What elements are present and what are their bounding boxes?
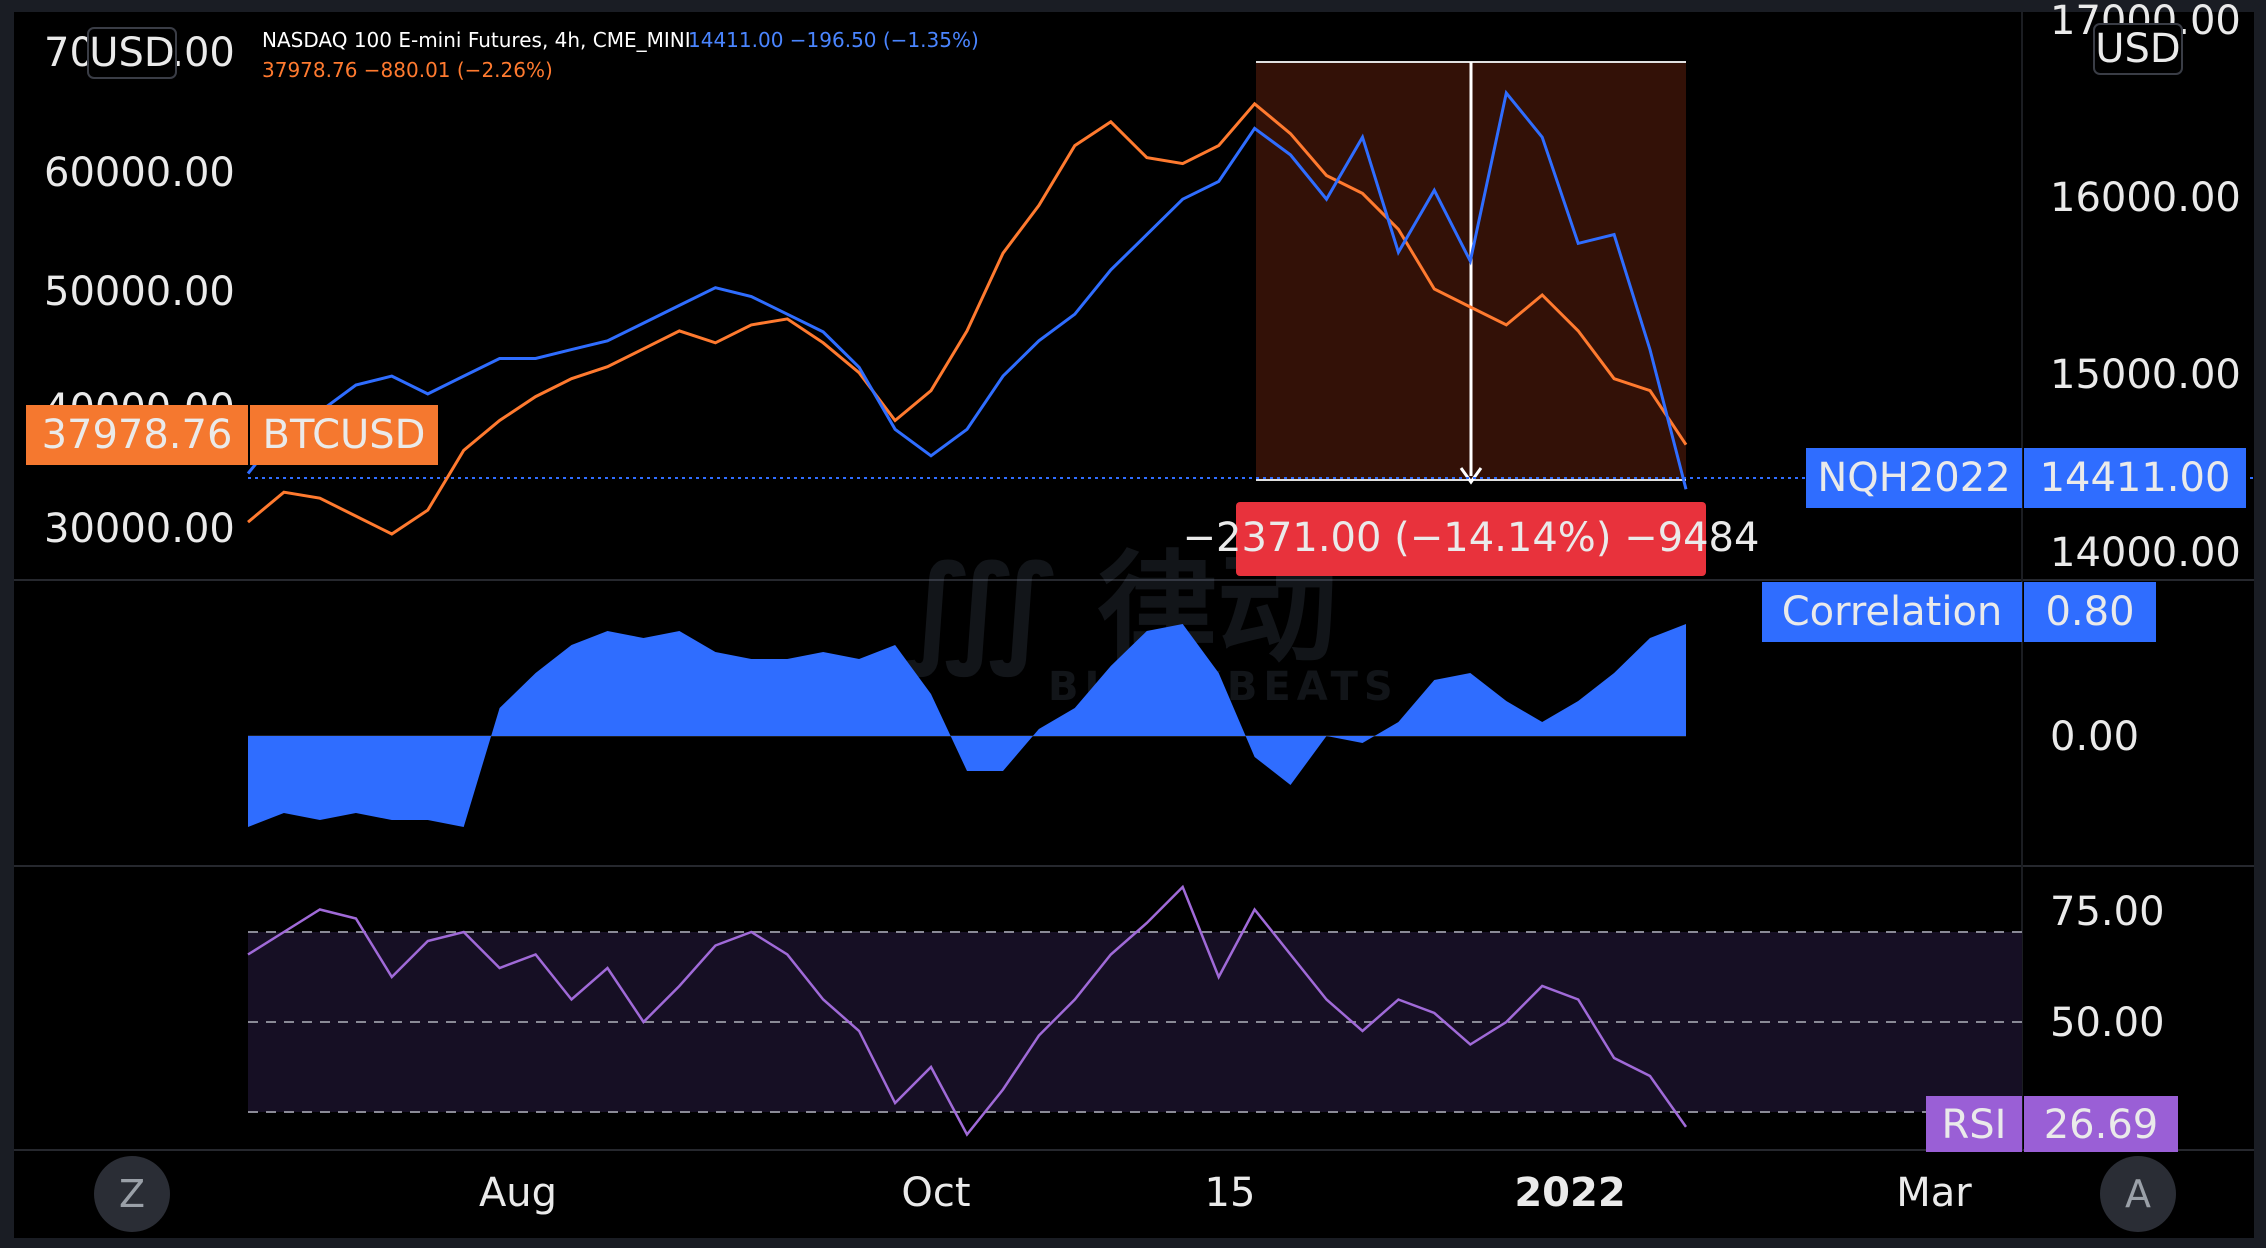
svg-text:0.80: 0.80 <box>2045 589 2134 635</box>
auto-scale-button[interactable]: A <box>2100 1156 2176 1232</box>
measure-label: −2371.00 (−14.14%) −9484 <box>1183 502 1760 576</box>
svg-text:−2371.00 (−14.14%) −9484: −2371.00 (−14.14%) −9484 <box>1183 515 1760 561</box>
svg-text:NQH2022: NQH2022 <box>1817 455 2010 501</box>
time-tick: 2022 <box>1514 1170 1625 1216</box>
btc-price-label: 37978.76 <box>26 405 248 465</box>
zoom-button[interactable]: Z <box>94 1156 170 1232</box>
time-tick: Oct <box>901 1170 970 1216</box>
svg-text:USD: USD <box>2095 26 2180 72</box>
right-tick: 16000.00 <box>2050 175 2241 221</box>
auto-scale-button-label: A <box>2125 1172 2151 1216</box>
left-tick: 50000.00 <box>44 269 235 315</box>
legend-symbol-name: NASDAQ 100 E-mini Futures, 4h, CME_MINI <box>262 28 691 52</box>
rsi-name-label: RSI <box>1926 1096 2022 1152</box>
correlation-zero-tick: 0.00 <box>2050 714 2139 760</box>
btcusd-line <box>247 101 1688 536</box>
svg-text:RSI: RSI <box>1942 1102 2007 1148</box>
left-tick: 30000.00 <box>44 506 235 552</box>
right-tick: 14000.00 <box>2050 530 2241 576</box>
correlation-area <box>248 624 1686 827</box>
svg-text:USD: USD <box>89 30 174 76</box>
rsi-line <box>247 884 1688 1137</box>
nq-symbol-label: NQH2022 <box>1806 448 2022 508</box>
legend-nasdaq-quote: 14411.00 −196.50 (−1.35%) <box>688 28 979 52</box>
left-tick: 60000.00 <box>44 150 235 196</box>
right-currency-badge[interactable]: USD <box>2093 23 2183 75</box>
zoom-button-label: Z <box>118 1172 146 1216</box>
correlation-name-label: Correlation <box>1762 582 2022 642</box>
rsi-value-label: 26.69 <box>2024 1096 2178 1152</box>
time-tick: Aug <box>479 1170 557 1216</box>
svg-text:Correlation: Correlation <box>1782 589 2003 635</box>
legend-btc-quote: 37978.76 −880.01 (−2.26%) <box>262 58 553 82</box>
svg-text:BTCUSD: BTCUSD <box>263 412 426 458</box>
nqh2022-line <box>246 89 1688 490</box>
time-tick: Mar <box>1896 1170 1972 1216</box>
rsi-tick: 50.00 <box>2050 1000 2165 1046</box>
svg-text:26.69: 26.69 <box>2044 1102 2159 1148</box>
rsi-tick: 75.00 <box>2050 889 2165 935</box>
svg-text:14411.00: 14411.00 <box>2040 455 2231 501</box>
left-currency-badge[interactable]: USD <box>87 27 177 79</box>
time-tick: 15 <box>1205 1170 1256 1216</box>
btc-symbol-label: BTCUSD <box>250 405 438 465</box>
right-tick: 15000.00 <box>2050 352 2241 398</box>
nq-price-label: 14411.00 <box>2024 448 2246 508</box>
svg-text:37978.76: 37978.76 <box>42 412 233 458</box>
correlation-value-label: 0.80 <box>2024 582 2156 642</box>
